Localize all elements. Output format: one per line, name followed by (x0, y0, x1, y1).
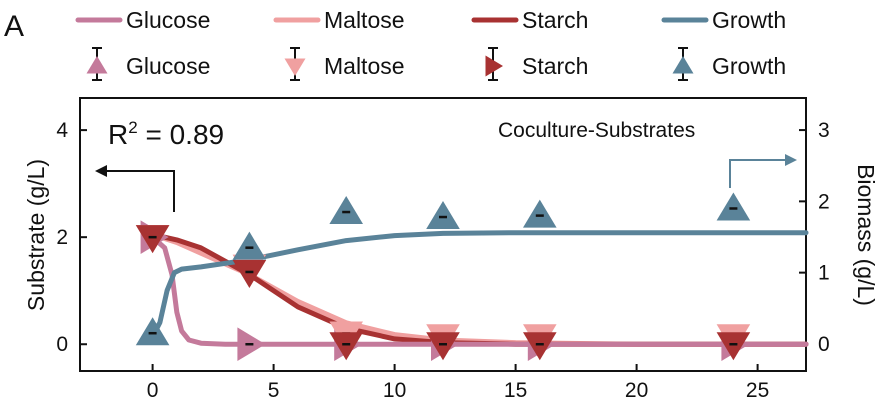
data-point-growth (426, 201, 460, 230)
x-tick-label: 15 (504, 379, 527, 402)
data-point-growth (716, 192, 751, 221)
data-point-growth (523, 199, 557, 228)
r-squared-rest: = 0.89 (138, 119, 224, 150)
legend-marker-maltose (284, 58, 306, 76)
legend-marker-label: Growth (712, 53, 786, 79)
legend-line-label: Growth (712, 7, 786, 33)
r-squared-label: R2 = 0.89 (108, 118, 224, 150)
panel-letter: A (4, 10, 24, 43)
data-point-starch (716, 332, 751, 361)
y-right-axis-label: Biomass (g/L) (853, 164, 879, 306)
legend-line-label: Starch (522, 7, 588, 33)
legend-line-label: Maltose (324, 7, 405, 33)
x-tick-label: 20 (625, 379, 648, 402)
y-left-axis-label: Substrate (g/L) (23, 159, 49, 311)
data-point-growth (329, 196, 363, 225)
y-right-tick-label: 2 (818, 190, 830, 213)
r-squared-exp: 2 (128, 118, 137, 137)
y-right-tick-label: 1 (818, 262, 830, 285)
x-axis: 0 5 10 15 20 25 (147, 364, 769, 402)
left-axis-arrowhead (95, 165, 107, 177)
data-point-starch (232, 259, 267, 288)
y-left-tick-label: 0 (56, 333, 68, 356)
legend-marker-glucose (86, 56, 108, 74)
data-point-growth (135, 317, 170, 346)
legend-line-label: Glucose (126, 7, 210, 33)
data-point-starch (426, 332, 460, 361)
fit-line-growth (150, 230, 809, 340)
data-point-starch (523, 332, 557, 361)
legend-marker-label: Glucose (126, 53, 210, 79)
x-tick-label: 0 (147, 379, 159, 402)
y-left-tick-label: 4 (56, 119, 68, 142)
y-right-tick-label: 3 (818, 119, 830, 142)
data-point-growth (232, 231, 267, 260)
legend-marker-starch (485, 55, 503, 77)
right-axis-arrow (729, 159, 786, 188)
y-right-tick-label: 0 (818, 333, 830, 356)
legend-marker-label: Starch (522, 53, 588, 79)
left-axis-arrow (104, 170, 175, 212)
y-left-axis: 0 2 4 (56, 119, 87, 356)
data-markers (135, 192, 751, 362)
y-right-axis: 0 1 2 3 (799, 119, 830, 356)
data-point-starch (135, 225, 170, 254)
legend: Glucose Maltose Starch Growth Glucose Maltose… (75, 7, 786, 81)
right-axis-arrowhead (785, 154, 797, 166)
x-tick-label: 5 (268, 379, 280, 402)
legend-marker-label: Maltose (324, 53, 405, 79)
y-left-tick-label: 2 (56, 226, 68, 249)
x-tick-label: 10 (383, 379, 406, 402)
r-squared-base: R (108, 119, 128, 150)
coculture-annotation: Coculture-Substrates (498, 119, 695, 142)
x-tick-label: 25 (746, 379, 769, 402)
legend-marker-growth (672, 56, 694, 74)
data-point-starch (329, 332, 363, 361)
